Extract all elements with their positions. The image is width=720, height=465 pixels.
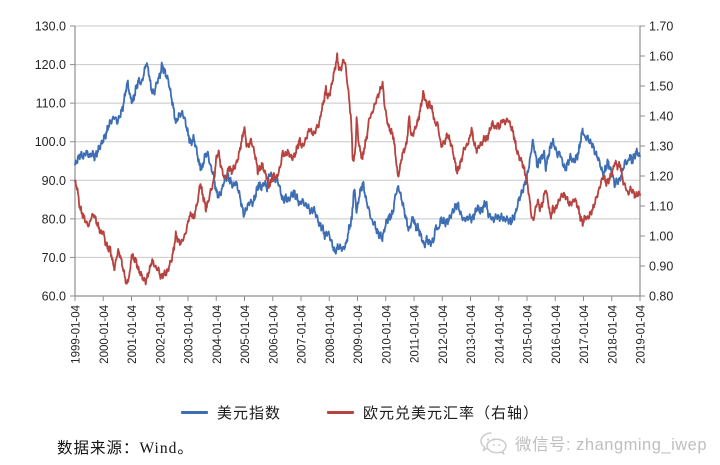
right-axis-tick-label: 1.20	[649, 170, 673, 184]
right-axis-tick-label: 1.50	[649, 80, 673, 94]
left-axis-tick-label: 90.0	[42, 174, 66, 188]
wechat-watermark: 微信号: zhangming_iwep	[479, 429, 707, 457]
x-axis-tick-label: 2000-01-04	[99, 304, 111, 363]
series-line-eurusd	[74, 52, 641, 286]
right-axis-tick-label: 1.70	[649, 20, 673, 34]
x-axis-tick-label: 2005-01-04	[240, 304, 252, 363]
x-axis-tick-label: 2006-01-04	[268, 304, 280, 363]
legend-item-eurusd: 欧元兑美元汇率（右轴）	[327, 402, 539, 423]
left-axis-tick-label: 110.0	[36, 97, 66, 111]
x-axis-tick-label: 2013-01-04	[466, 304, 478, 363]
right-axis-tick-label: 1.40	[649, 110, 673, 124]
x-axis-tick-label: 2016-01-04	[551, 304, 563, 363]
left-axis-tick-label: 70.0	[42, 251, 66, 265]
x-axis-tick-label: 2009-01-04	[353, 304, 365, 363]
x-axis-tick-label: 2017-01-04	[579, 304, 591, 363]
chart-legend: 美元指数 欧元兑美元汇率（右轴）	[0, 399, 720, 425]
eurusd-legend-label: 欧元兑美元汇率（右轴）	[363, 404, 540, 422]
wechat-icon	[480, 432, 507, 456]
x-axis-tick-label: 2019-01-04	[636, 304, 648, 363]
wechat-id-text: 微信号: zhangming_iwep	[515, 436, 707, 454]
left-axis-tick-label: 100.0	[35, 135, 66, 149]
x-axis-tick-label: 2010-01-04	[381, 304, 393, 363]
right-axis-tick-label: 1.10	[649, 200, 673, 214]
x-axis-tick-label: 2008-01-04	[325, 304, 337, 363]
x-axis-tick-label: 2004-01-04	[212, 304, 224, 363]
x-axis-tick-label: 2003-01-04	[184, 304, 196, 363]
x-axis-tick-label: 2018-01-04	[607, 304, 619, 363]
left-axis-tick-label: 60.0	[42, 290, 66, 304]
right-axis-tick-label: 1.60	[649, 50, 673, 64]
x-axis-tick-label: 2002-01-04	[155, 304, 167, 363]
dual-axis-line-chart: 130.0 120.0 110.0 100.0 90.0 80.0 70.0 60.0 1.70…	[35, 20, 674, 364]
left-axis-tick-label: 120.0	[35, 58, 66, 72]
usd-index-line-swatch	[180, 410, 208, 414]
x-axis-tick-label: 2012-01-04	[438, 304, 450, 363]
right-axis-tick-label: 0.90	[649, 260, 673, 274]
x-axis-tick-label: 2014-01-04	[494, 304, 506, 363]
data-source-note: 数据来源：Wind。	[57, 440, 194, 457]
eurusd-line-swatch	[327, 410, 354, 414]
usd-index-legend-label: 美元指数	[216, 404, 281, 422]
right-axis-tick-label: 1.30	[649, 140, 673, 154]
x-axis-tick-label: 2015-01-04	[523, 304, 535, 363]
x-axis-tick-label: 2007-01-04	[297, 304, 309, 363]
x-axis-tick-label: 2001-01-04	[127, 304, 139, 363]
legend-item-usd-index: 美元指数	[180, 402, 281, 423]
x-axis-tick-label: 1999-01-04	[71, 304, 83, 363]
left-axis-tick-label: 130.0	[35, 20, 66, 34]
right-axis-tick-label: 1.00	[649, 230, 673, 244]
series-line-usd-index	[74, 61, 641, 255]
left-axis-tick-label: 80.0	[42, 212, 66, 226]
right-axis-tick-label: 0.80	[649, 290, 673, 304]
x-axis-tick-label: 2011-01-04	[410, 304, 422, 363]
